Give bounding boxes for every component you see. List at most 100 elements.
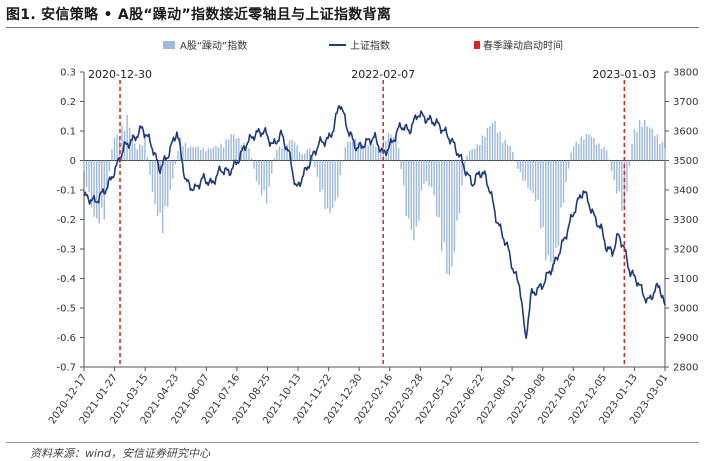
- boom-index-bar: [426, 161, 427, 182]
- boom-index-bar: [370, 144, 371, 161]
- boom-index-bar: [522, 161, 523, 181]
- boom-index-bar: [208, 148, 209, 160]
- right-tick-label: 3200: [673, 245, 698, 256]
- left-tick-label: -0.7: [56, 363, 76, 374]
- boom-index-bar: [210, 149, 211, 161]
- boom-index-bar: [583, 140, 584, 161]
- boom-index-bar: [608, 160, 609, 161]
- boom-index-bar: [449, 161, 450, 276]
- boom-index-bar: [598, 143, 599, 160]
- boom-index-bar: [591, 136, 592, 160]
- left-tick-label: 0: [70, 156, 76, 167]
- boom-index-bar: [337, 161, 338, 198]
- event-date-label: 2023-01-03: [592, 68, 656, 81]
- boom-index-bar: [373, 144, 374, 160]
- boom-index-bar: [258, 161, 259, 186]
- boom-index-bar: [421, 161, 422, 191]
- boom-index-bar: [428, 161, 429, 187]
- boom-index-bar: [471, 149, 472, 160]
- boom-index-bar: [271, 161, 272, 174]
- boom-index-bar: [456, 161, 457, 221]
- boom-index-bar: [636, 132, 637, 160]
- left-tick-label: 0.3: [60, 68, 76, 79]
- boom-index-bar: [510, 146, 511, 160]
- boom-index-bar: [266, 161, 267, 204]
- boom-index-bar: [263, 161, 264, 191]
- boom-index-bar: [164, 161, 165, 206]
- boom-index-bar: [431, 161, 432, 188]
- boom-index-bar: [398, 148, 399, 160]
- boom-index-bar: [474, 149, 475, 161]
- boom-index-bar: [484, 137, 485, 161]
- boom-index-bar: [492, 123, 493, 161]
- boom-index-bar: [619, 161, 620, 192]
- boom-index-bar: [466, 155, 467, 160]
- boom-index-bar: [494, 121, 495, 161]
- boom-index-bar: [96, 161, 97, 219]
- boom-index-bar: [142, 146, 143, 161]
- boom-index-bar: [416, 161, 417, 227]
- boom-index-bar: [149, 161, 150, 175]
- boom-index-bar: [203, 148, 204, 161]
- boom-index-bar: [248, 148, 249, 160]
- legend-swatch-event: [474, 41, 480, 49]
- event-date-label: 2020-12-30: [88, 68, 152, 81]
- boom-index-bar: [601, 149, 602, 161]
- boom-index-bar: [586, 134, 587, 160]
- boom-index-bar: [532, 161, 533, 194]
- boom-index-bar: [139, 144, 140, 160]
- source-note: 资料来源：wind，安信证券研究中心: [30, 445, 210, 461]
- boom-index-bar: [350, 142, 351, 161]
- legend-label-event: 春季躁动启动时间: [483, 39, 563, 52]
- boom-index-bar: [99, 161, 100, 224]
- boom-index-bar: [596, 145, 597, 161]
- boom-index-bar: [152, 161, 153, 192]
- left-tick-label: -0.2: [56, 215, 76, 226]
- boom-index-bar: [190, 146, 191, 160]
- boom-index-bar: [109, 161, 110, 172]
- boom-index-bar: [451, 161, 452, 267]
- boom-index-bar: [482, 135, 483, 160]
- boom-index-bar: [185, 143, 186, 161]
- boom-index-bar: [327, 161, 328, 209]
- boom-index-bar: [144, 137, 145, 160]
- boom-index-bar: [205, 151, 206, 160]
- boom-index-bar: [581, 137, 582, 161]
- boom-index-bar: [644, 120, 645, 160]
- boom-index-bar: [616, 161, 617, 194]
- shanghai-index-line: [84, 106, 665, 338]
- shanghai-index-path: [84, 106, 665, 338]
- boom-index-bar: [543, 161, 544, 227]
- boom-index-bar: [565, 161, 566, 183]
- boom-index-bar: [545, 161, 546, 261]
- boom-index-bar: [525, 161, 526, 181]
- boom-index-bar: [662, 142, 663, 160]
- boom-index-bar: [517, 161, 518, 169]
- boom-index-bar: [535, 161, 536, 202]
- legend: A股“躁动”指数上证指数春季躁动启动时间: [163, 39, 563, 52]
- boom-index-bar: [469, 151, 470, 161]
- right-tick-label: 3500: [673, 156, 698, 167]
- boom-index-bar: [126, 115, 127, 161]
- boom-index-bar: [634, 129, 635, 160]
- boom-index-bar: [230, 134, 231, 161]
- boom-index-bar: [444, 161, 445, 242]
- boom-index-bar: [340, 161, 341, 176]
- boom-index-bar: [654, 136, 655, 160]
- boom-index-bar: [294, 142, 295, 160]
- right-tick-label: 2900: [673, 333, 698, 344]
- boom-index-bar: [436, 161, 437, 217]
- boom-index-bar: [269, 161, 270, 187]
- event-date-label: 2022-02-07: [351, 68, 415, 81]
- boom-index-bar: [568, 161, 569, 169]
- boom-index-bar: [570, 153, 571, 161]
- boom-index-bar: [281, 149, 282, 161]
- boom-index-bar: [225, 139, 226, 160]
- boom-index-bar: [137, 149, 138, 160]
- right-tick-label: 2800: [673, 363, 698, 374]
- footer-rule: [6, 442, 699, 443]
- left-tick-label: -0.3: [56, 245, 76, 256]
- boom-index-bar: [187, 148, 188, 161]
- boom-index-bar: [334, 161, 335, 202]
- boom-index-bar: [507, 145, 508, 161]
